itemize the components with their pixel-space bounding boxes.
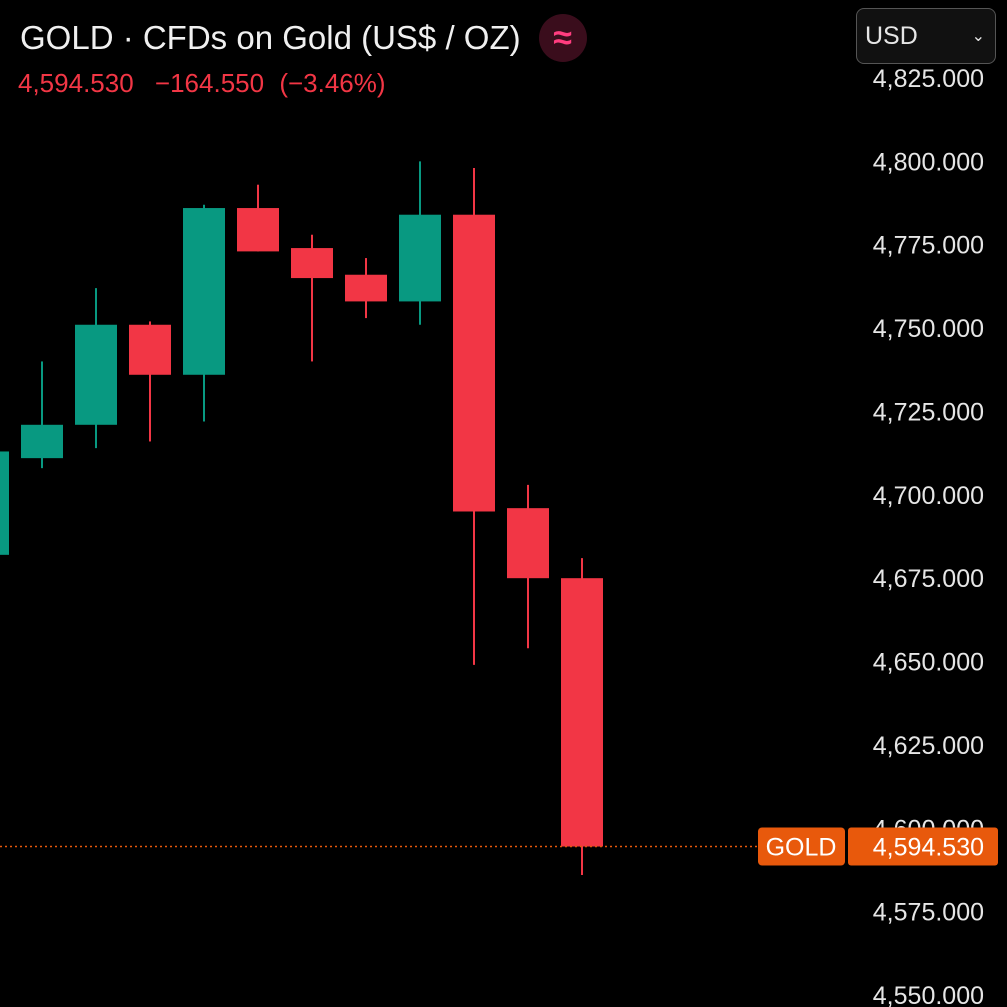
y-tick-label: 4,825.000: [873, 65, 984, 93]
currency-value: USD: [865, 21, 918, 50]
price-change-percent: (−3.46%): [279, 68, 386, 98]
quote-line: 4,594.530 −164.550 (−3.46%): [18, 68, 386, 99]
y-tick-label: 4,775.000: [873, 232, 984, 260]
candle-up[interactable]: [21, 424, 63, 459]
candle-down[interactable]: [345, 274, 387, 302]
price-axis: 4,550.0004,575.0004,600.0004,625.0004,65…: [873, 65, 984, 1007]
last-price: 4,594.530: [18, 68, 134, 98]
candles-layer: [0, 161, 603, 875]
approx-icon[interactable]: ≈: [538, 14, 587, 62]
y-tick-label: 4,675.000: [873, 565, 984, 593]
last-price-label: GOLD 4,594.530: [758, 827, 998, 866]
candle-down[interactable]: [237, 208, 279, 252]
candle-up[interactable]: [0, 451, 9, 555]
y-tick-label: 4,650.000: [873, 649, 984, 677]
candle-down[interactable]: [561, 578, 603, 847]
candle-down[interactable]: [291, 248, 333, 279]
header: GOLD · CFDs on Gold (US$ / OZ) ≈: [20, 14, 587, 62]
y-tick-label: 4,750.000: [873, 315, 984, 343]
candle-up[interactable]: [75, 324, 117, 425]
y-tick-label: 4,550.000: [873, 982, 984, 1007]
y-tick-label: 4,725.000: [873, 398, 984, 426]
symbol-title[interactable]: GOLD · CFDs on Gold (US$ / OZ): [20, 19, 521, 56]
last-price-tag: [848, 827, 998, 866]
candle-up[interactable]: [399, 214, 441, 302]
last-price-tag-text: 4,594.530: [873, 834, 984, 862]
symbol-tag-text: GOLD: [766, 834, 837, 862]
candle-down[interactable]: [507, 508, 549, 579]
candle-up[interactable]: [183, 208, 225, 375]
symbol-tag: [758, 827, 845, 866]
candle-down[interactable]: [129, 324, 171, 375]
currency-select[interactable]: USD ⌄: [856, 8, 996, 64]
candle-down[interactable]: [453, 214, 495, 512]
y-tick-label: 4,625.000: [873, 732, 984, 760]
y-tick-label: 4,575.000: [873, 899, 984, 927]
chevron-down-icon: ⌄: [971, 28, 985, 45]
y-tick-label: 4,700.000: [873, 482, 984, 510]
y-tick-label: 4,800.000: [873, 148, 984, 176]
price-change: −164.550: [154, 68, 265, 98]
